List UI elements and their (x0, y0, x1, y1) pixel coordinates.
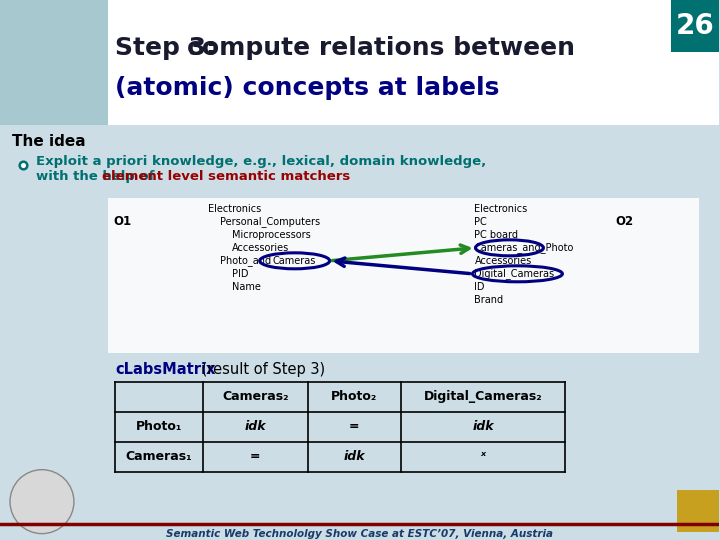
Text: Cameras_and_Photo: Cameras_and_Photo (474, 242, 574, 253)
Text: PID: PID (232, 269, 248, 279)
Text: cLabsMatrix: cLabsMatrix (115, 362, 215, 377)
Bar (108, 198, 699, 353)
Text: Cameras: Cameras (273, 256, 316, 266)
Text: element level semantic matchers: element level semantic matchers (102, 171, 350, 184)
Text: O2: O2 (616, 215, 634, 228)
Text: Brand: Brand (474, 295, 503, 305)
Text: Photo₁: Photo₁ (135, 420, 182, 433)
Bar (0, 0, 719, 125)
Text: Accessories: Accessories (232, 243, 289, 253)
Bar (671, 0, 719, 52)
Text: with the help of: with the help of (36, 171, 159, 184)
Circle shape (10, 470, 74, 534)
Text: Exploit a priori knowledge, e.g., lexical, domain knowledge,: Exploit a priori knowledge, e.g., lexica… (36, 156, 486, 168)
Text: Name: Name (232, 282, 261, 292)
Text: idk: idk (343, 450, 365, 463)
Text: Photo_and: Photo_and (220, 255, 271, 266)
Text: =: = (250, 450, 261, 463)
Text: 26: 26 (676, 12, 715, 40)
Text: Digital_Cameras₂: Digital_Cameras₂ (423, 390, 542, 403)
Text: Step 3:: Step 3: (115, 36, 225, 60)
Text: Cameras₁: Cameras₁ (125, 450, 192, 463)
Text: Personal_Computers: Personal_Computers (220, 217, 320, 227)
Text: Cameras₂: Cameras₂ (222, 390, 289, 403)
Text: idk: idk (244, 420, 266, 433)
Text: O1: O1 (113, 215, 131, 228)
Text: Semantic Web Technololgy Show Case at ESTC’07, Vienna, Austria: Semantic Web Technololgy Show Case at ES… (166, 529, 553, 538)
Text: idk: idk (472, 420, 494, 433)
Bar (678, 490, 719, 531)
Text: Digital_Cameras: Digital_Cameras (474, 268, 554, 279)
Text: ˣ: ˣ (480, 450, 485, 463)
Text: Accessories: Accessories (474, 256, 532, 266)
Text: Electronics: Electronics (474, 204, 528, 214)
Text: Electronics: Electronics (208, 204, 261, 214)
Text: Photo₂: Photo₂ (331, 390, 377, 403)
Text: compute relations between: compute relations between (186, 36, 575, 60)
Text: Microprocessors: Microprocessors (232, 230, 310, 240)
Text: =: = (349, 420, 359, 433)
Text: PC: PC (474, 217, 487, 227)
Text: (result of Step 3): (result of Step 3) (197, 362, 325, 377)
Text: (atomic) concepts at labels: (atomic) concepts at labels (115, 76, 499, 100)
Bar (0, 0, 108, 125)
Text: The idea: The idea (12, 134, 86, 150)
Text: ID: ID (474, 282, 485, 292)
Text: PC board: PC board (474, 230, 518, 240)
